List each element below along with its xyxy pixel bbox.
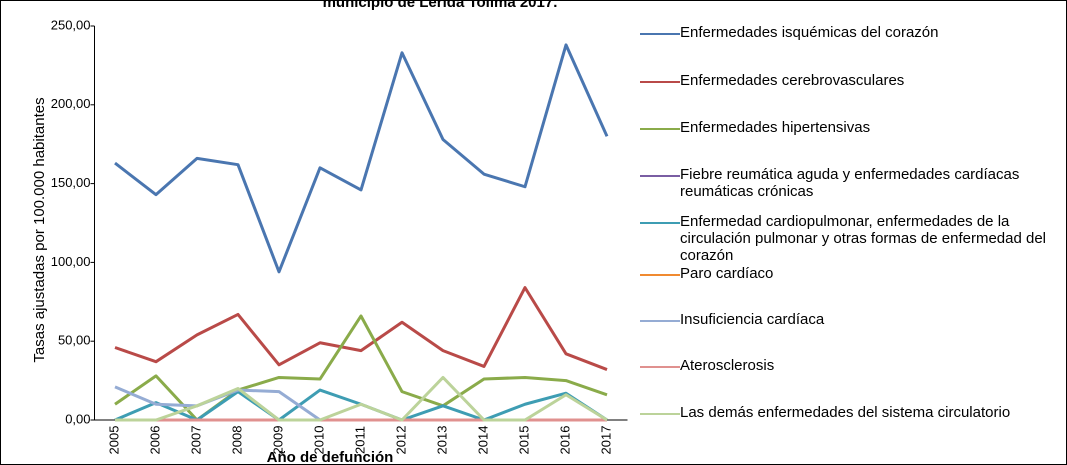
legend-swatch: [640, 366, 680, 368]
legend-label: Las demás enfermedades del sistema circu…: [680, 404, 1011, 421]
legend-item: Enfermedad cardiopulmonar, enfermedades …: [640, 213, 1050, 264]
y-axis-title: Tasas ajustadas por 100.000 habitantes: [31, 97, 48, 362]
legend: Enfermedades isquémicas del corazón Enfer…: [640, 0, 1060, 465]
y-tick-label: 100,00: [51, 254, 91, 269]
legend-item: Paro cardíaco: [640, 265, 1050, 282]
x-tick-label: 2008: [229, 426, 244, 455]
legend-swatch: [640, 81, 680, 83]
x-tick-label: 2013: [434, 426, 449, 455]
legend-label: Insuficiencia cardíaca: [680, 311, 825, 328]
legend-swatch: [640, 33, 680, 35]
x-tick-label: 2017: [598, 426, 613, 455]
legend-item: Enfermedades cerebrovasculares: [640, 72, 1050, 89]
x-axis-title: Año de defunción: [267, 449, 394, 465]
x-tick-label: 2016: [557, 426, 572, 455]
x-tick-label: 2011: [352, 426, 367, 454]
legend-label: Enfermedades isquémicas del corazón: [680, 24, 939, 41]
x-tick-label: 2014: [475, 426, 490, 455]
legend-swatch: [640, 222, 680, 224]
x-tick-label: 2012: [393, 426, 408, 455]
legend-label: Fiebre reumática aguda y enfermedades ca…: [680, 166, 1020, 200]
legend-label: Enfermedad cardiopulmonar, enfermedades …: [680, 213, 1047, 264]
legend-swatch: [640, 274, 680, 276]
legend-item: Enfermedades isquémicas del corazón: [640, 24, 1050, 41]
legend-swatch: [640, 175, 680, 177]
series-line: [114, 286, 608, 371]
legend-label: Enfermedades cerebrovasculares: [680, 72, 905, 89]
legend-label: Enfermedades hipertensivas: [680, 119, 871, 136]
x-tick-label: 2015: [516, 426, 531, 455]
y-tick-label: 50,00: [58, 333, 91, 348]
x-tick-label: 2007: [188, 426, 203, 455]
x-tick-label: 2009: [270, 426, 285, 455]
legend-label: Paro cardíaco: [680, 265, 774, 282]
series-line: [114, 43, 609, 274]
legend-item: Aterosclerosis: [640, 357, 1050, 374]
legend-label: Aterosclerosis: [680, 357, 775, 374]
legend-item: Insuficiencia cardíaca: [640, 311, 1050, 328]
legend-swatch: [640, 128, 680, 130]
legend-item: Fiebre reumática aguda y enfermedades ca…: [640, 166, 1050, 200]
y-tick-label: 250,00: [51, 17, 91, 32]
y-tick-label: 150,00: [51, 175, 91, 190]
series-line: [115, 375, 608, 422]
legend-item: Enfermedades hipertensivas: [640, 119, 1050, 136]
y-tick-label: 0,00: [65, 411, 90, 426]
legend-swatch: [640, 320, 680, 322]
chart-title: municipio de Lerida Tolima 2017.: [323, 0, 558, 11]
x-tick-label: 2005: [106, 426, 121, 455]
legend-item: Las demás enfermedades del sistema circu…: [640, 404, 1050, 421]
x-tick-label: 2006: [147, 426, 162, 455]
x-tick-label: 2010: [311, 426, 326, 455]
legend-swatch: [640, 413, 680, 415]
y-tick-label: 200,00: [51, 96, 91, 111]
